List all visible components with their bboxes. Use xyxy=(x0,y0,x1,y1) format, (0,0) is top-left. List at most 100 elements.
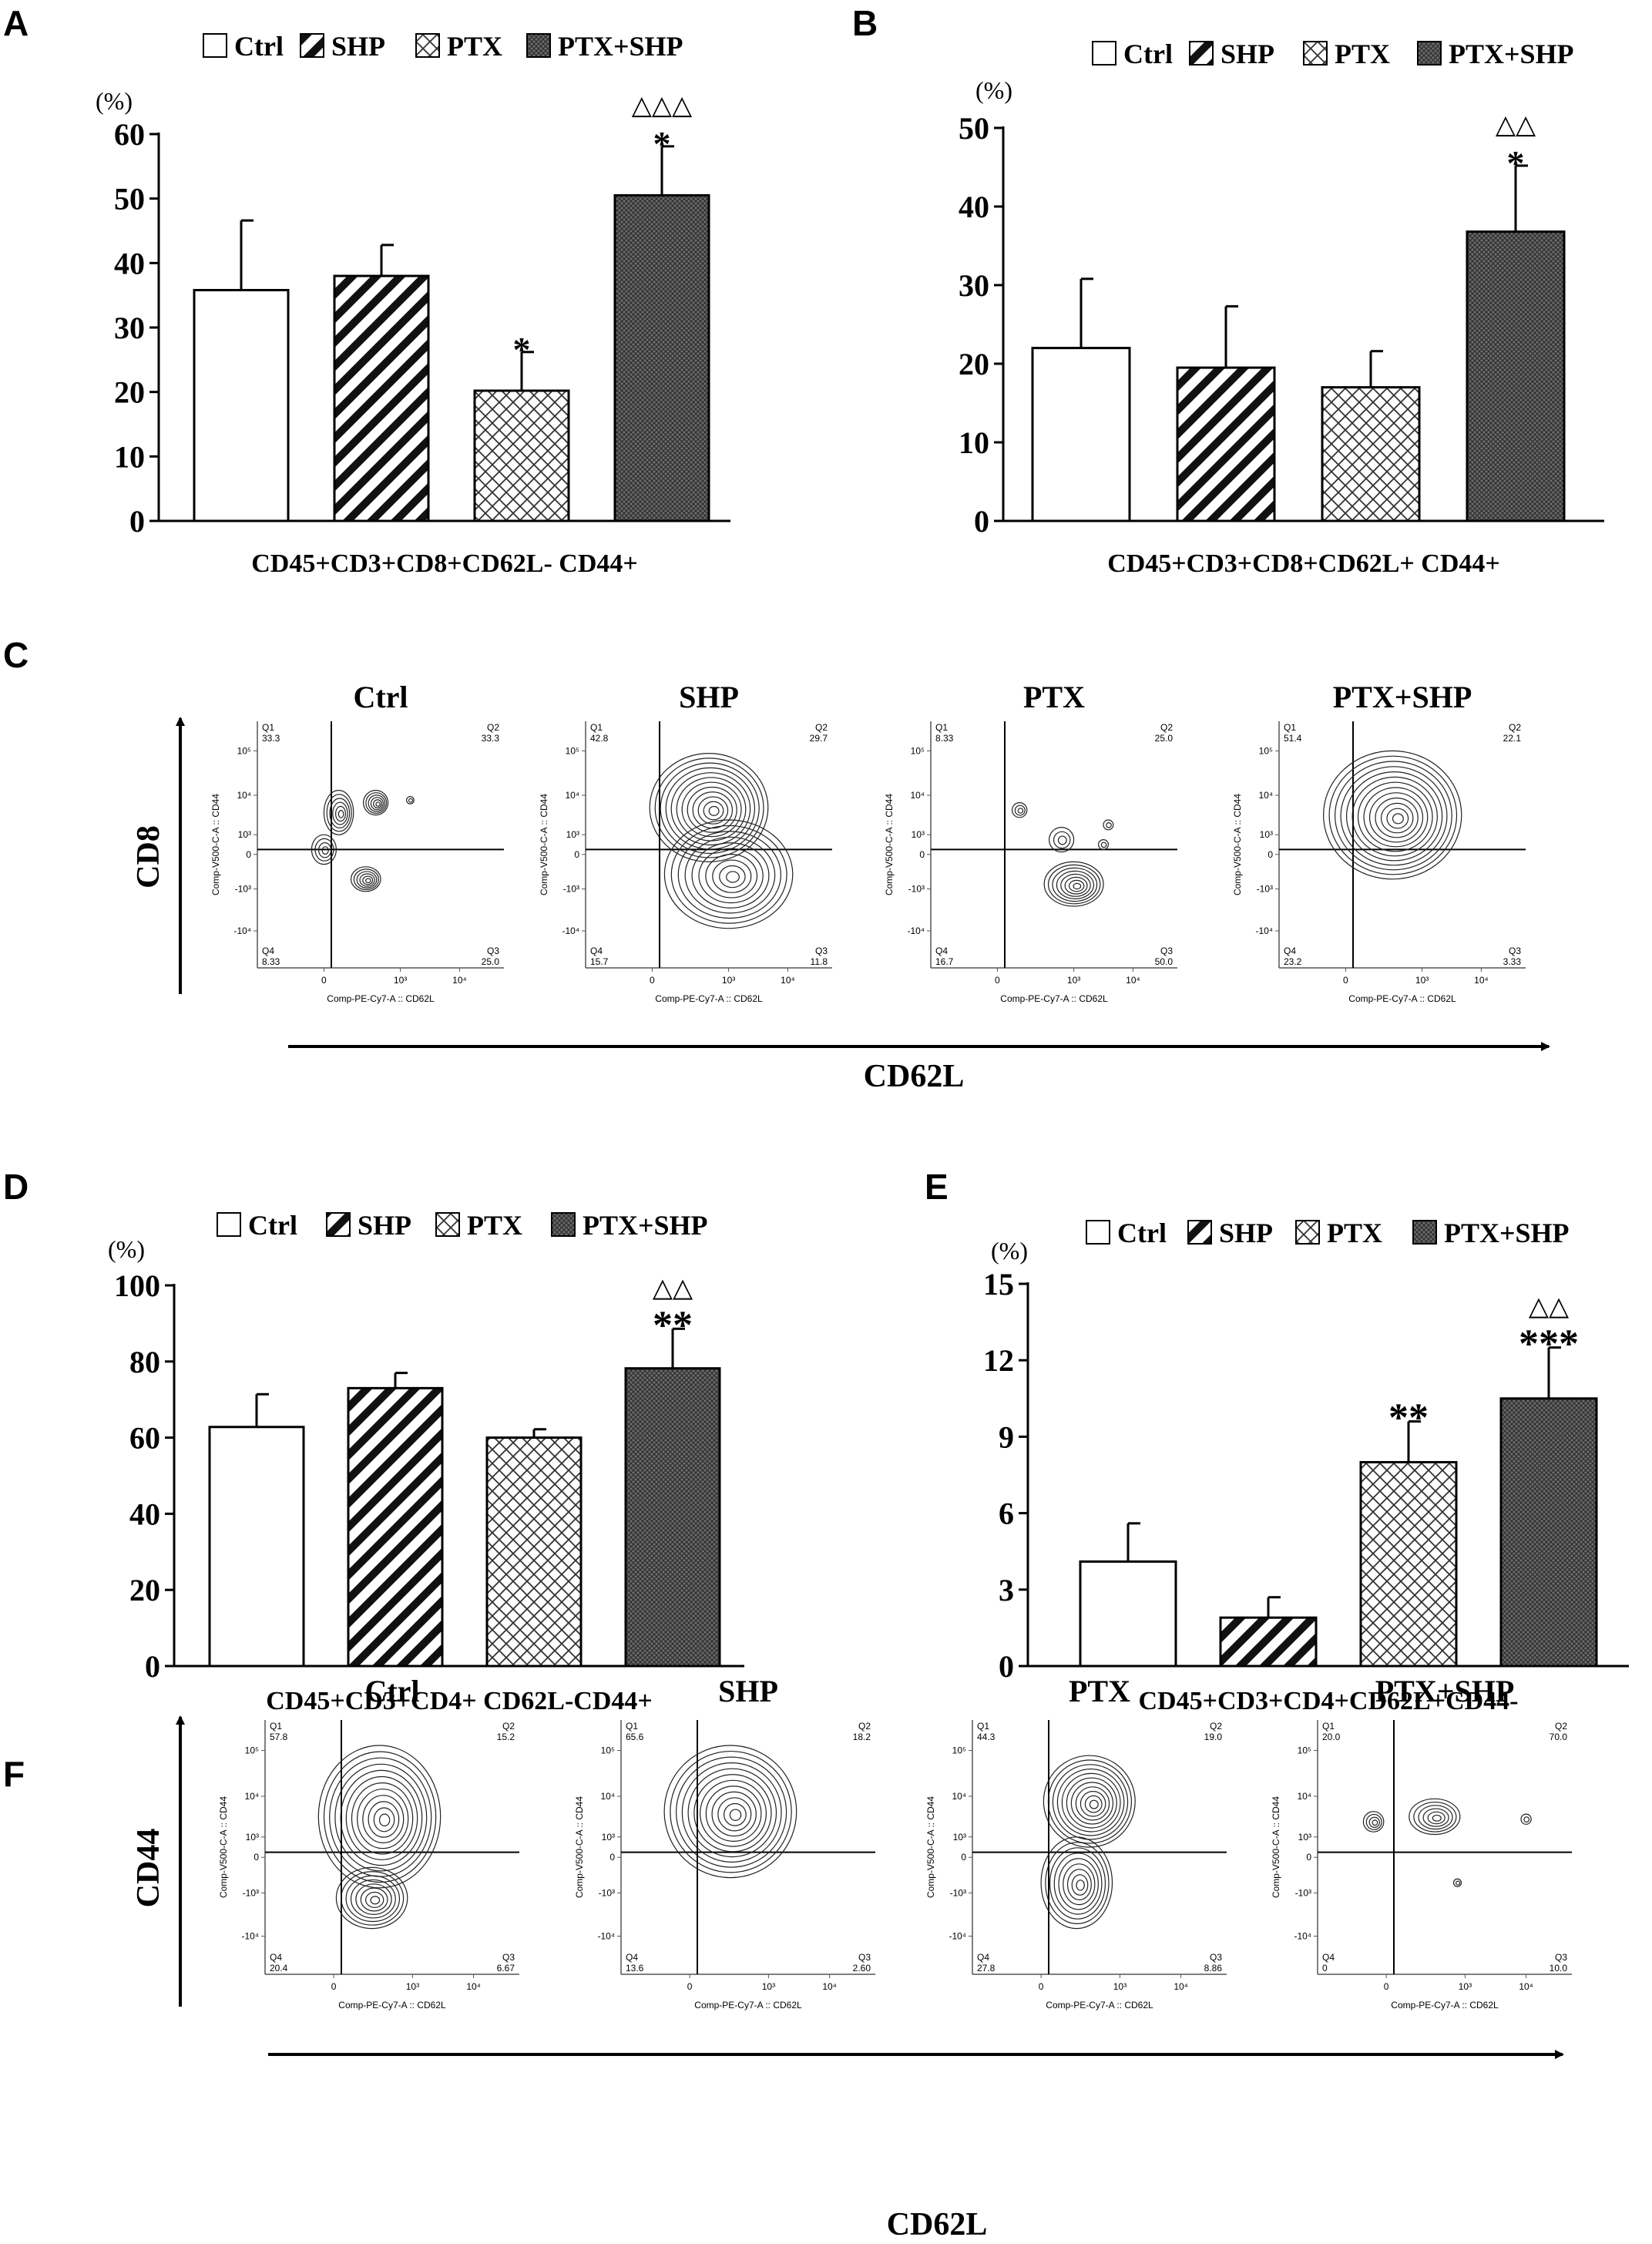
contour-ring xyxy=(321,846,329,855)
legend-label-0: Ctrl xyxy=(1123,39,1173,69)
contour-ring xyxy=(724,1802,747,1826)
quadrant-q2-value: 18.2 xyxy=(853,1732,871,1742)
plot-x-tick-label: 10⁴ xyxy=(452,975,467,986)
contour-ring xyxy=(1014,805,1026,816)
plot-y-tick-label: -10⁴ xyxy=(1294,1931,1312,1942)
contour-ring xyxy=(378,1813,391,1827)
contour-ring xyxy=(1040,1836,1113,1930)
quadrant-q1-value: 65.6 xyxy=(626,1732,644,1742)
plot-y-tick-label: -10⁴ xyxy=(562,925,580,936)
plot-x-tick-label: 10⁴ xyxy=(1519,1981,1533,1992)
contour-ring xyxy=(1064,876,1088,895)
significance-vs-ptx-marker: △△ xyxy=(1496,109,1536,140)
contour-ring xyxy=(375,801,381,807)
plot-y-channel-label: Comp-V500-C-A :: CD44 xyxy=(1271,1796,1281,1898)
contour-ring xyxy=(365,1891,384,1908)
contour-ring xyxy=(365,792,388,814)
contour-ring xyxy=(1043,861,1104,907)
legend-label-2: PTX xyxy=(447,31,502,62)
bar-ptx-shp xyxy=(1499,1397,1598,1668)
y-tick-label: 0 xyxy=(999,1649,1014,1684)
contour-ring xyxy=(359,873,375,887)
contour-ring xyxy=(1386,808,1409,829)
plot-y-tick-label: 10⁴ xyxy=(600,1791,615,1802)
bar-chart-b: Ctrl SHP PTX PTX+SHP (%) 0 10 20 30 40 50 *△△ CD45+C… xyxy=(959,39,1604,578)
contour-ring xyxy=(726,871,740,883)
significance-vs-ptx-marker: △△ xyxy=(1529,1292,1570,1322)
contour-ring xyxy=(317,1745,442,1889)
bar-chart-e: Ctrl SHP PTX PTX+SHP(%)03691215*****△△CD45+… xyxy=(983,1218,1629,1715)
contour-ring xyxy=(1097,838,1109,850)
significance-vs-ptx-marker: △△ xyxy=(653,1272,693,1303)
contour-ring xyxy=(318,842,332,858)
quadrant-q2-value: 15.2 xyxy=(497,1732,515,1742)
contour-ring xyxy=(311,834,337,865)
contour-ring xyxy=(1063,1863,1096,1906)
y-tick-label: 40 xyxy=(129,1497,160,1531)
panel-letter-d: D xyxy=(3,1167,29,1207)
legend-swatch-0 xyxy=(1092,41,1116,66)
contour-ring xyxy=(698,848,764,904)
contour-ring xyxy=(681,1762,782,1863)
y-tick-label: 20 xyxy=(959,347,989,381)
quadrant-q4-label: Q4 xyxy=(626,1952,638,1963)
quadrant-q4-value: 15.7 xyxy=(590,956,609,967)
quadrant-q3-value: 3.33 xyxy=(1503,956,1522,967)
quadrant-q1-label: Q1 xyxy=(977,1721,989,1732)
y-tick-label: 100 xyxy=(114,1268,160,1303)
legend-swatch-3 xyxy=(1412,1220,1437,1245)
y-tick-label: 40 xyxy=(959,190,989,224)
contour-ring xyxy=(1058,1858,1099,1910)
quadrant-q4-value: 27.8 xyxy=(977,1963,996,1974)
significance-marker: * xyxy=(1507,143,1525,183)
contour-ring xyxy=(1100,842,1107,848)
contour-ring xyxy=(406,795,415,805)
bar-shp xyxy=(1219,1616,1318,1668)
contour-ring xyxy=(1357,781,1433,852)
contour-ring xyxy=(717,1797,752,1832)
plot-x-tick-label: 0 xyxy=(1343,975,1348,986)
plot-y-tick-label: 0 xyxy=(961,1852,966,1863)
plot-y-channel-label: Comp-V500-C-A :: CD44 xyxy=(210,794,221,895)
quadrant-q2-value: 70.0 xyxy=(1550,1732,1568,1742)
quadrant-q4-value: 0 xyxy=(1322,1963,1328,1974)
significance-marker: * xyxy=(653,124,671,163)
contour-ring xyxy=(1052,1764,1129,1840)
legend-label-2: PTX xyxy=(1335,39,1390,69)
contour-ring xyxy=(1052,867,1098,902)
plot-y-tick-label: 10⁵ xyxy=(1298,1745,1311,1756)
plot-y-tick-label: 10³ xyxy=(238,829,251,840)
contour-ring xyxy=(693,1774,772,1853)
plot-y-tick-label: -10³ xyxy=(1295,1887,1311,1898)
contour-ring xyxy=(408,798,413,803)
legend-swatch-1 xyxy=(1189,41,1214,66)
legend-swatch-1 xyxy=(326,1212,351,1237)
quadrant-q1-value: 42.8 xyxy=(590,733,609,744)
bar-shp xyxy=(1176,366,1276,522)
plot-y-tick-label: 10⁵ xyxy=(601,1745,615,1756)
plot-x-tick-label: 10⁴ xyxy=(781,975,795,986)
contour-ring xyxy=(1328,755,1458,875)
contour-ring xyxy=(326,794,352,832)
quadrant-q3-label: Q3 xyxy=(1160,946,1173,956)
plot-x-tick-label: 10³ xyxy=(722,975,735,986)
contour-ring xyxy=(362,1795,405,1844)
contour-ring xyxy=(1456,1880,1461,1886)
plot-x-tick-label: 0 xyxy=(1384,1981,1389,1992)
contour-ring xyxy=(373,1807,395,1832)
plot-y-tick-label: 10³ xyxy=(953,1832,966,1843)
contour-ring xyxy=(370,797,384,811)
plot-y-tick-label: 10⁵ xyxy=(566,745,579,756)
plot-y-tick-label: 10³ xyxy=(602,1832,615,1843)
legend-label-2: PTX xyxy=(467,1210,522,1241)
contour-ring xyxy=(670,1750,792,1873)
y-tick-label: 40 xyxy=(114,246,145,280)
quadrant-q3-value: 8.86 xyxy=(1204,1963,1223,1974)
y-tick-label: 30 xyxy=(959,268,989,303)
quadrant-q2-label: Q2 xyxy=(815,722,828,733)
contour-ring xyxy=(1084,1795,1103,1813)
